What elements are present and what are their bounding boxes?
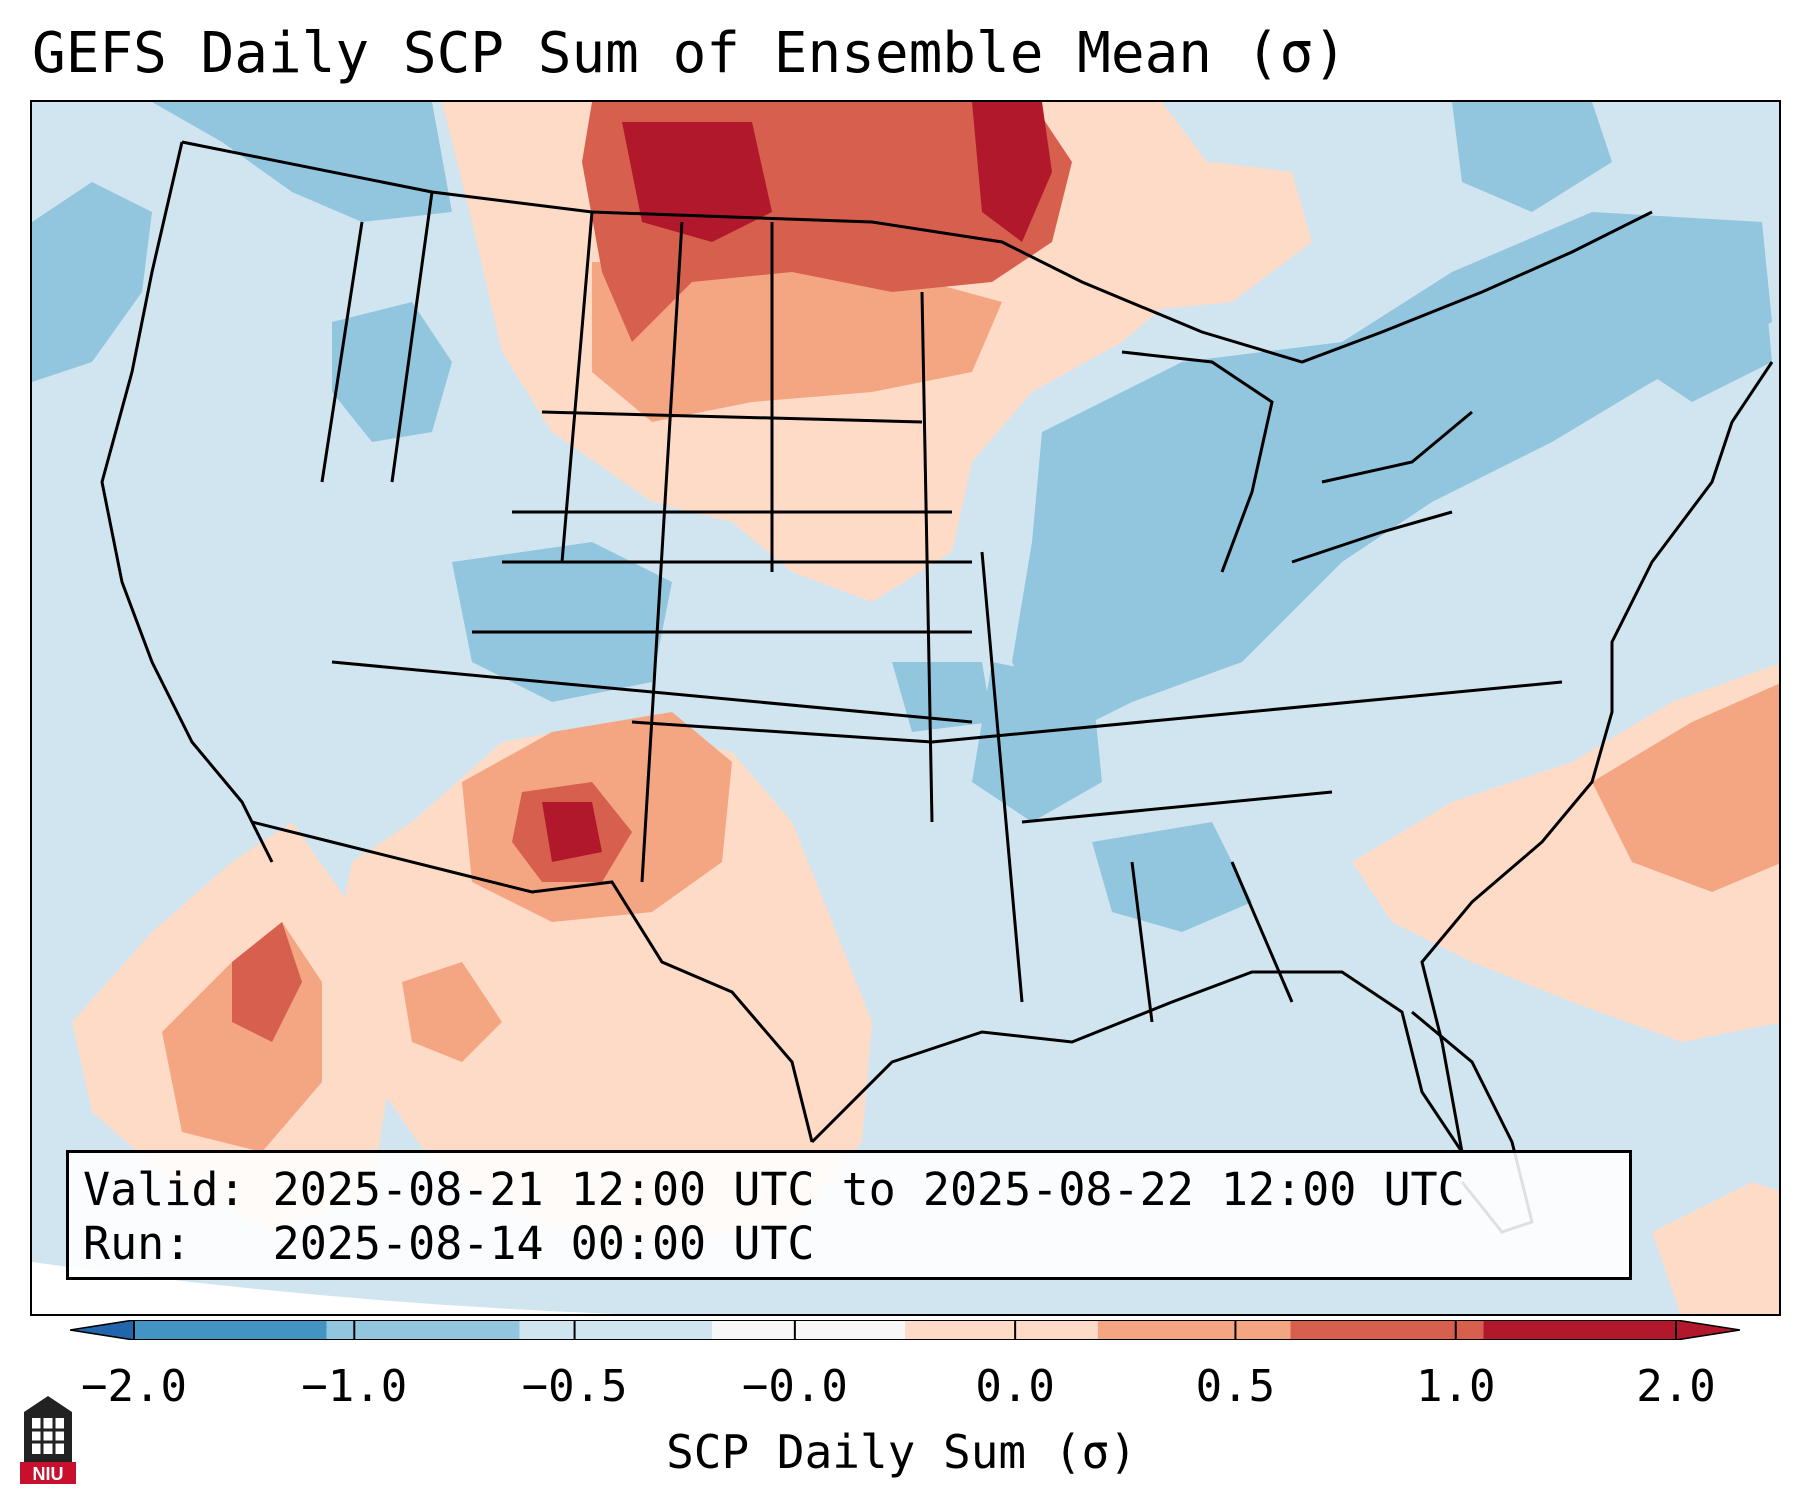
valid-row: Valid: 2025-08-21 12:00 UTC to 2025-08-2… bbox=[83, 1163, 1629, 1217]
run-label: Run: bbox=[83, 1217, 192, 1270]
west-coast bbox=[100, 141, 274, 863]
logo-text: NIU bbox=[33, 1464, 64, 1484]
colorbar-segment-0 bbox=[134, 1320, 327, 1340]
anomaly-patch-dakotas-mod-pos bbox=[592, 262, 1002, 422]
great-lakes-outline bbox=[1121, 350, 1473, 573]
anomaly-patch-washington-neg bbox=[152, 102, 452, 222]
colorbar-segment-3 bbox=[712, 1320, 905, 1340]
anomaly-patch-new-england-neg bbox=[1632, 252, 1772, 402]
colorbar-tick-label: 0.5 bbox=[1195, 1361, 1276, 1412]
valid-value: 2025-08-21 12:00 UTC to 2025-08-22 12:00… bbox=[272, 1163, 1465, 1216]
anomaly-patch-manitoba-extreme bbox=[972, 102, 1052, 242]
state-line-north-south bbox=[320, 191, 1024, 1003]
anomaly-patch-saskatchewan-extreme bbox=[622, 122, 772, 242]
anomaly-patch-kansas-neg bbox=[892, 662, 992, 732]
colorbar-tick-label: 0.0 bbox=[975, 1361, 1055, 1412]
anomaly-patch-missouri-neg bbox=[972, 662, 1102, 822]
colorbar-label: SCP Daily Sum (σ) bbox=[666, 1425, 1137, 1479]
extreme-positive-layer bbox=[542, 102, 1052, 862]
colorbar-segment-1 bbox=[326, 1320, 520, 1340]
anomaly-patch-colorado-neg bbox=[452, 542, 672, 702]
boundaries-layer bbox=[100, 140, 1774, 1234]
valid-label: Valid: bbox=[83, 1163, 246, 1216]
run-value: 2025-08-14 00:00 UTC bbox=[272, 1217, 815, 1270]
anomaly-patch-quebec-neg bbox=[1452, 102, 1612, 212]
colorbar bbox=[70, 1320, 1740, 1340]
colorbar-segment-5 bbox=[1097, 1320, 1291, 1340]
colorbar-segment-6 bbox=[1290, 1320, 1484, 1340]
negative-anomaly-layer bbox=[32, 102, 1772, 932]
colorbar-tick-label: 1.0 bbox=[1415, 1361, 1496, 1412]
gulf-coast bbox=[810, 970, 1464, 1153]
anomaly-patch-atlantic-mod-pos bbox=[1592, 683, 1779, 892]
colorbar-tick-label: −1.0 bbox=[301, 1361, 408, 1412]
colorbar-segment-2 bbox=[519, 1320, 713, 1340]
anomaly-patch-mexico-mod-pos bbox=[402, 962, 502, 1062]
state-line-dakotas-nebraska bbox=[472, 410, 972, 634]
map-canvas bbox=[32, 102, 1779, 1314]
anomaly-patch-west-coast-neg bbox=[32, 182, 152, 382]
colorbar-under-triangle bbox=[70, 1320, 135, 1340]
niu-logo-icon: NIU bbox=[20, 1396, 76, 1484]
colorbar-tick-label: −2.0 bbox=[81, 1361, 187, 1412]
validity-info-box: Valid: 2025-08-21 12:00 UTC to 2025-08-2… bbox=[66, 1150, 1632, 1280]
moderate-positive-layer bbox=[162, 262, 1779, 1152]
anomaly-patch-nm-extreme bbox=[542, 802, 602, 862]
anomaly-patch-great-lakes-neg bbox=[1012, 212, 1772, 742]
state-line-southern bbox=[331, 660, 1563, 1023]
colorbar-tick-label: −0.0 bbox=[741, 1361, 848, 1412]
anomaly-patch-ontario-weak-pos bbox=[1092, 162, 1312, 312]
anomaly-patch-caribbean-weak-pos bbox=[1652, 1182, 1779, 1314]
colorbar-segment-7 bbox=[1483, 1320, 1676, 1340]
colorbar-tick-label: 2.0 bbox=[1636, 1361, 1716, 1412]
map-panel bbox=[30, 100, 1781, 1316]
map-title: GEFS Daily SCP Sum of Ensemble Mean (σ) bbox=[32, 21, 1347, 86]
colorbar-over-triangle bbox=[1675, 1320, 1740, 1340]
anomaly-patch-baja-strong-pos bbox=[232, 922, 302, 1042]
us-mexico-border bbox=[251, 820, 814, 1143]
anomaly-patch-mississippi-neg bbox=[1092, 822, 1252, 932]
colorbar-segment-4 bbox=[905, 1320, 1098, 1340]
anomaly-patch-southwest-weak-pos bbox=[332, 722, 872, 1242]
anomaly-patch-idaho-neg bbox=[332, 302, 452, 442]
colorbar-tick-label: −0.5 bbox=[521, 1361, 628, 1412]
us-canada-border bbox=[181, 140, 1653, 364]
east-coast bbox=[1420, 361, 1774, 1153]
run-row: Run: 2025-08-14 00:00 UTC bbox=[83, 1217, 1629, 1271]
out-of-domain-area bbox=[32, 1262, 619, 1314]
